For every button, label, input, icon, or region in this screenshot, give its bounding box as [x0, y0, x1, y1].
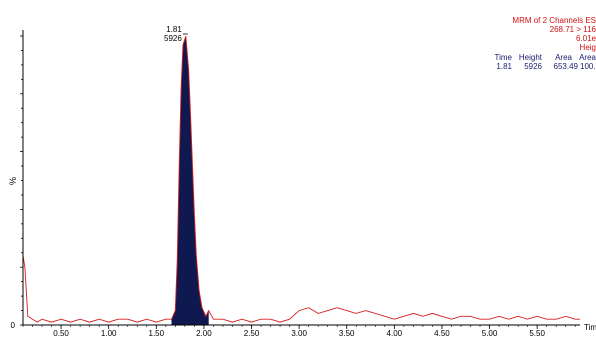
peak-fill	[171, 36, 209, 325]
x-tick-label: 5.50	[529, 329, 545, 337]
x-tick-label: 4.00	[387, 329, 403, 337]
mode-label: Heig	[579, 43, 596, 52]
peak-table-area: 653.49	[553, 62, 578, 71]
peak-table-header-area: Area	[555, 53, 572, 62]
transition-label: 268.71 > 116	[549, 25, 596, 34]
peak-table-area-pct: 100.	[580, 62, 596, 71]
x-tick-label: 0.50	[53, 329, 69, 337]
y-tick-label: 0	[11, 321, 16, 330]
y-axis-label: %	[8, 177, 18, 185]
x-tick-label: 1.50	[149, 329, 165, 337]
trace-line	[22, 35, 580, 323]
peak-table-header-time: Time	[494, 53, 512, 62]
x-tick-label: 4.50	[434, 329, 450, 337]
intensity-label: 6.01e	[575, 34, 596, 43]
peak-table-header-height: Height	[518, 53, 542, 62]
peak-time-label: 1.81	[166, 25, 182, 34]
x-tick-label: 1.00	[101, 329, 117, 337]
peak-table-header-area-pct: Area	[579, 53, 596, 62]
peak-table-time: 1.81	[496, 62, 512, 71]
x-tick-label: 3.00	[291, 329, 307, 337]
x-tick-label: 2.00	[196, 329, 212, 337]
x-tick-label: 3.50	[339, 329, 355, 337]
channel-title: MRM of 2 Channels ES	[512, 16, 596, 25]
x-tick-label: 5.00	[482, 329, 498, 337]
x-axis-label: Time	[584, 323, 596, 332]
peak-height-label: 5926	[164, 34, 182, 43]
x-tick-label: 2.50	[244, 329, 260, 337]
peak-table-height: 5926	[524, 62, 542, 71]
